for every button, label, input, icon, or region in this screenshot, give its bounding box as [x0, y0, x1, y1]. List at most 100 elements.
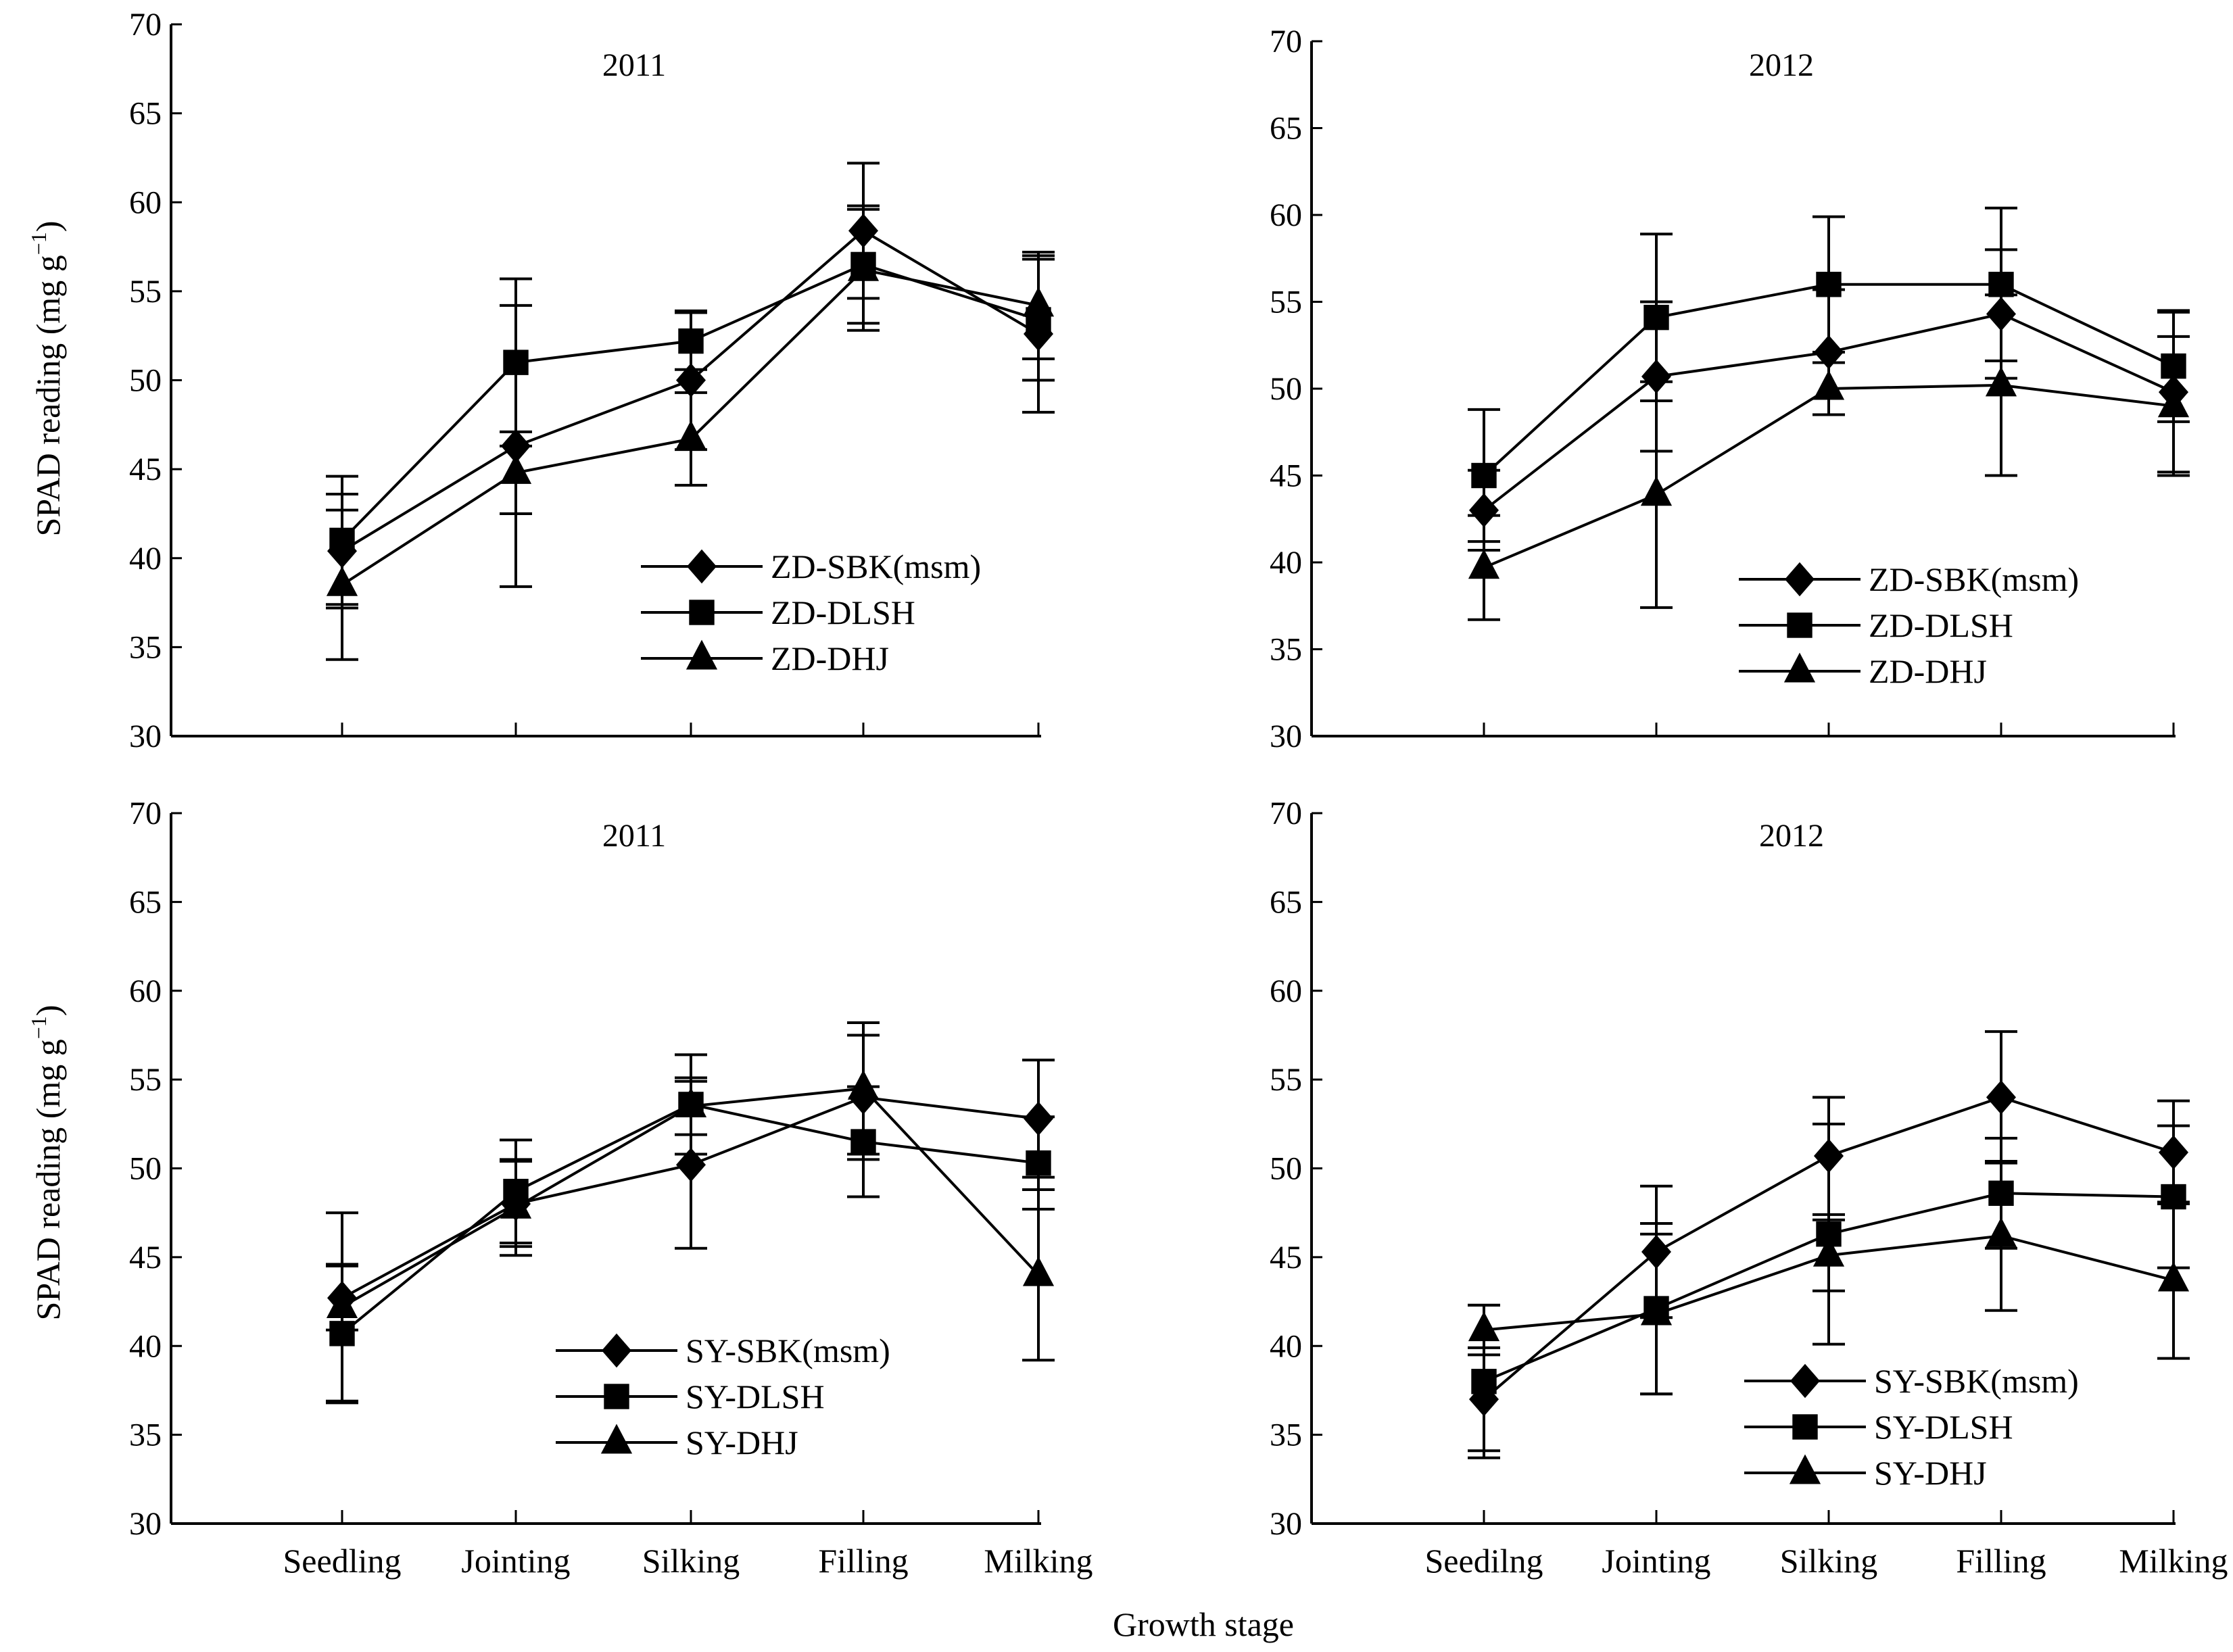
- y-tick-label: 65: [129, 884, 162, 920]
- data-point-triangle: [1468, 1311, 1500, 1342]
- legend-label: SY-SBK(msm): [1874, 1362, 2079, 1400]
- data-point-square: [1988, 272, 2014, 297]
- panel-title: 2011: [602, 818, 666, 854]
- data-point-square: [1026, 1150, 1051, 1176]
- x-category-label: Filling: [1956, 1542, 2046, 1580]
- panel-top-right: 30 35 40 45 50 55 60 65 70 2012 ZD-SBK(msm) ZD-DLSH…: [1270, 24, 2190, 754]
- y-tick-label: 35: [1270, 1417, 1302, 1453]
- y-tick-label: 45: [129, 1240, 162, 1276]
- data-point-triangle: [847, 251, 880, 281]
- data-point-triangle: [675, 420, 707, 450]
- legend-label: ZD-SBK(msm): [1869, 560, 2079, 598]
- data-point-triangle: [500, 454, 532, 484]
- y-tick-label: 40: [1270, 545, 1302, 581]
- y-tick-label: 45: [129, 452, 162, 487]
- legend-label: ZD-DLSH: [771, 593, 915, 631]
- legend-item: ZD-DHJ: [1739, 652, 1987, 690]
- y-tick-label: 50: [1270, 1151, 1302, 1187]
- y-tick-label: 60: [1270, 197, 1302, 233]
- legend-marker-triangle: [600, 1424, 633, 1454]
- x-category-label: Seedling: [283, 1542, 402, 1580]
- y-tick-label: 55: [1270, 1062, 1302, 1098]
- legend-item: SY-DLSH: [556, 1378, 825, 1415]
- y-tick-label: 60: [129, 973, 162, 1009]
- legend-marker-diamond: [687, 549, 717, 584]
- legend-item: ZD-SBK(msm): [1739, 560, 2079, 598]
- panel-title: 2012: [1759, 818, 1824, 854]
- y-tick-label: 55: [1270, 285, 1302, 320]
- data-point-triangle: [847, 1069, 880, 1100]
- y-tick-label: 70: [129, 7, 162, 43]
- panel-title: 2012: [1749, 47, 1814, 83]
- y-tick-label: 60: [1270, 973, 1302, 1009]
- data-point-diamond: [676, 1147, 706, 1182]
- legend-item: SY-DHJ: [556, 1424, 798, 1461]
- x-category-label: Jointing: [461, 1542, 570, 1580]
- y-tick-label: 40: [129, 541, 162, 577]
- y-tick-label: 50: [129, 363, 162, 399]
- legend-marker-square: [1787, 612, 1812, 638]
- x-category-label: Milking: [984, 1542, 1093, 1580]
- legend-marker-triangle: [686, 639, 718, 670]
- x-category-label: Silking: [1780, 1542, 1877, 1580]
- data-point-square: [1643, 304, 1669, 331]
- panel-bottom-right: 30 35 40 45 50 55 60 65 70 Seedilng Jointing Silkin…: [1270, 796, 2228, 1580]
- legend-label: ZD-SBK(msm): [771, 548, 981, 585]
- y-tick-label: 65: [1270, 884, 1302, 920]
- legend-item: SY-DHJ: [1744, 1454, 1987, 1492]
- y-tick-label: 55: [129, 274, 162, 310]
- x-category-label: Seedilng: [1425, 1542, 1543, 1580]
- legend-item: ZD-DLSH: [641, 593, 915, 631]
- y-tick-label: 40: [129, 1328, 162, 1364]
- data-point-square: [503, 349, 529, 375]
- data-point-triangle: [1468, 549, 1500, 579]
- data-point-triangle: [500, 1188, 532, 1219]
- legend-label: ZD-DLSH: [1869, 606, 2013, 644]
- data-point-diamond: [676, 363, 706, 397]
- data-point-triangle: [675, 1088, 707, 1118]
- y-tick-label: 40: [1270, 1328, 1302, 1364]
- legend-marker-diamond: [602, 1333, 631, 1368]
- panel-bottom-left: 30 35 40 45 50 55 60 65 70 Seedling Jointing Silkin…: [129, 796, 1093, 1580]
- series-ZD-DLSH: [1468, 206, 2190, 543]
- y-tick-label: 65: [1270, 111, 1302, 147]
- y-tick-label: 50: [129, 1151, 162, 1187]
- x-category-label: Jointing: [1602, 1542, 1710, 1580]
- legend-label: SY-SBK(msm): [686, 1332, 890, 1369]
- y-tick-label: 70: [1270, 796, 1302, 831]
- x-axis-title: Growth stage: [1113, 1605, 1294, 1643]
- legend-label: SY-DHJ: [1874, 1454, 1987, 1492]
- legend-marker-triangle: [1789, 1454, 1821, 1484]
- y-tick-label: 65: [129, 96, 162, 132]
- y-tick-label: 45: [1270, 458, 1302, 494]
- data-point-diamond: [1986, 1080, 2016, 1115]
- legend-marker-triangle: [1783, 652, 1816, 683]
- data-point-triangle: [1985, 1217, 2017, 1247]
- legend-marker-square: [1792, 1414, 1818, 1440]
- y-tick-label: 30: [1270, 1506, 1302, 1542]
- data-point-square: [678, 328, 704, 354]
- y-tick-label: 55: [129, 1062, 162, 1098]
- data-point-triangle: [2157, 1261, 2190, 1292]
- legend-label: SY-DLSH: [686, 1378, 825, 1415]
- data-point-square: [1816, 272, 1842, 297]
- series-SY-DHJ: [326, 1021, 1055, 1403]
- y-tick-label: 45: [1270, 1240, 1302, 1276]
- data-point-triangle: [326, 1288, 358, 1318]
- y-tick-label: 50: [1270, 371, 1302, 407]
- legend-item: ZD-DLSH: [1739, 606, 2013, 644]
- y-tick-label: 70: [129, 796, 162, 831]
- series-ZD-SBK(msm): [326, 162, 1055, 610]
- legend-label: ZD-DHJ: [771, 639, 889, 677]
- panel-top-left: 30 35 40 45 50 55 60 65 70 2011 ZD-SBK(msm) ZD-DLSH…: [129, 7, 1055, 754]
- legend-marker-diamond: [1785, 562, 1815, 597]
- data-point-square: [1471, 462, 1497, 489]
- legend-item: ZD-DHJ: [641, 639, 889, 677]
- y-tick-label: 30: [1270, 719, 1302, 754]
- data-point-triangle: [1812, 370, 1845, 400]
- data-point-square: [1471, 1369, 1497, 1394]
- legend-label: ZD-DHJ: [1869, 652, 1987, 690]
- legend-marker-diamond: [1790, 1363, 1820, 1399]
- y-tick-label: 30: [129, 1506, 162, 1542]
